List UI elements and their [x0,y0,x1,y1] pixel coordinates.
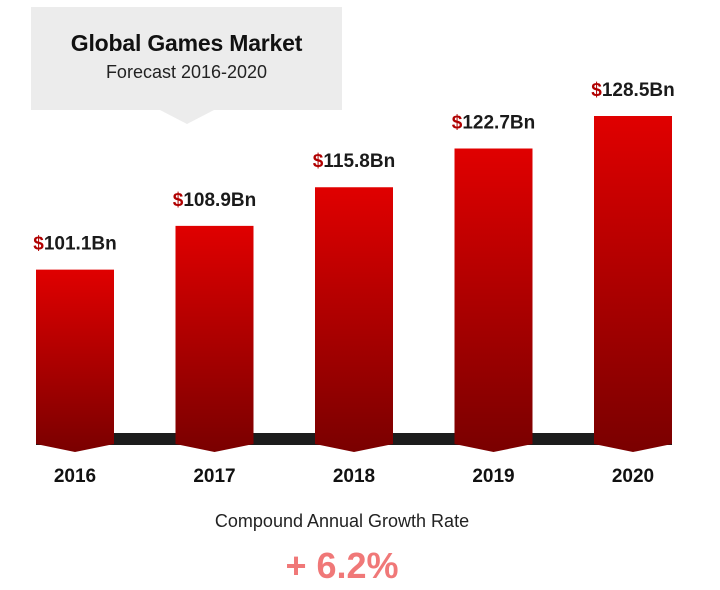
bar-2017 [175,225,254,452]
value-label-2017: $108.9Bn [173,190,256,211]
bar-2019 [454,148,533,452]
tick-label-2017: 2017 [193,466,235,487]
bar-2018 [315,187,393,452]
tick-label-2016: 2016 [54,466,96,487]
value-label-2020: $128.5Bn [591,80,674,101]
value-label-2019: $122.7Bn [452,113,535,134]
cagr-value: + 6.2% [285,545,399,586]
value-label-2018: $115.8Bn [313,151,395,172]
tick-label-2018: 2018 [333,466,375,487]
chart-subtitle: Forecast 2016-2020 [105,62,268,82]
tick-label-2019: 2019 [472,466,514,487]
title-box [31,7,342,110]
value-label-2016: $101.1Bn [33,234,116,255]
tick-label-2020: 2020 [612,466,654,487]
cagr-label: Compound Annual Growth Rate [214,511,470,531]
chart-title: Global Games Market [70,30,303,56]
bar-2020 [594,116,672,452]
title-box-pointer [160,110,214,124]
bar-2016 [36,269,114,452]
